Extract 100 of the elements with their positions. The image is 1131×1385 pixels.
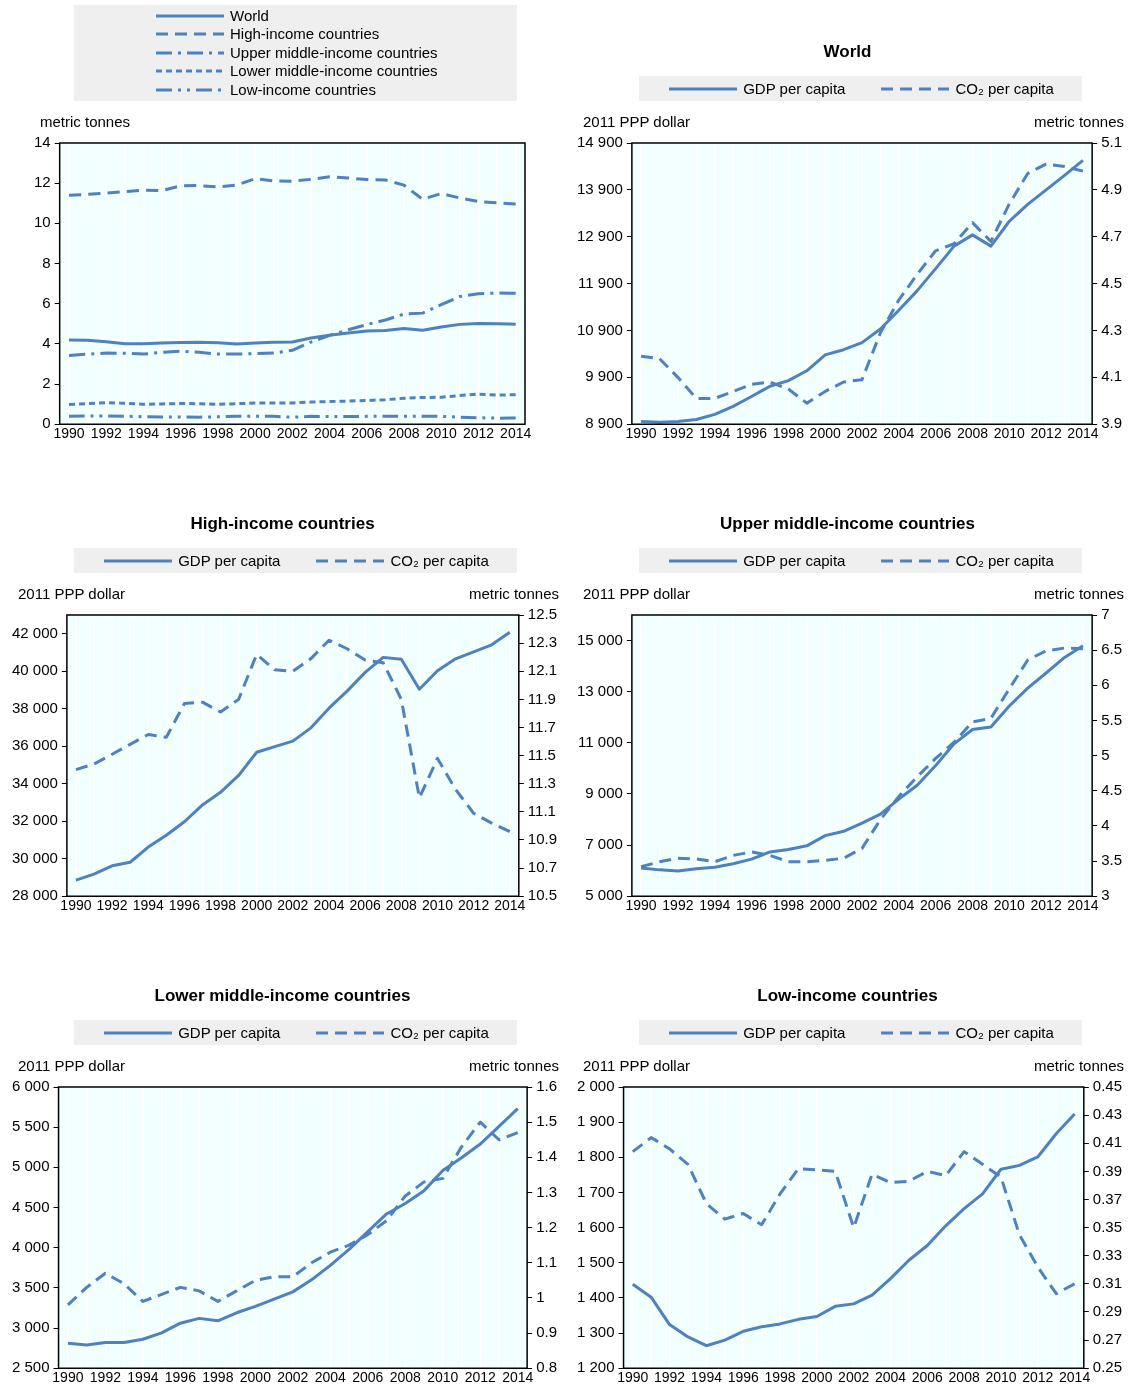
y-tick-label: 5 500 — [11, 1117, 50, 1135]
y2-tick-label: 11.1 — [527, 801, 556, 819]
y2-tick-label: 11.3 — [527, 773, 556, 791]
y-tick-label: 28 000 — [11, 886, 58, 904]
x-tick-label: 1990 — [60, 897, 92, 914]
y-tick-label: 3 500 — [11, 1278, 50, 1295]
legend-label: Upper middle-income countries — [230, 43, 438, 62]
legend-label: GDP per capita — [743, 1024, 846, 1041]
y2-tick-label: 3 — [1101, 886, 1110, 904]
y-tick-label: 11 000 — [578, 732, 623, 750]
y-tick-label: 12 900 — [576, 226, 623, 244]
y2-tick-label: 4.1 — [1101, 367, 1123, 385]
y-axis-title: 2011 PPP dollar — [18, 1057, 126, 1074]
y-tick-label: 1 600 — [576, 1217, 615, 1235]
chart-title: Low-income countries — [756, 986, 939, 1006]
x-tick-label: 2008 — [385, 897, 418, 914]
y2-tick-label: 6 — [1101, 675, 1110, 693]
chart-title: Upper middle-income countries — [718, 514, 976, 534]
y-tick-label: 1 900 — [576, 1112, 615, 1130]
y-tick-label: 9 900 — [585, 367, 623, 385]
x-tick-label: 1990 — [625, 897, 657, 914]
x-tick-label: 2014 — [1067, 425, 1099, 442]
y-tick-label: 12 — [34, 173, 51, 191]
y-tick-label: 5 000 — [11, 1157, 50, 1175]
legend-label: Lower middle-income countries — [230, 62, 438, 81]
x-tick-label: 2006 — [349, 897, 381, 914]
legend-label: CO₂ per capita — [955, 1024, 1054, 1041]
x-tick-label: 2004 — [883, 425, 915, 442]
y2-tick-label: 4 — [1101, 816, 1110, 834]
y-tick-label: 6 — [42, 293, 51, 311]
x-tick-label: 1992 — [653, 1369, 686, 1385]
line-series — [67, 291, 518, 358]
y-tick-label: 2 500 — [11, 1358, 50, 1376]
chart-title: World — [822, 42, 873, 62]
x-tick-label: 2014 — [502, 1369, 534, 1385]
y2-tick-label: 11.7 — [527, 717, 556, 735]
y-axis-title: 2011 PPP dollar — [583, 585, 691, 602]
legend-label: GDP per capita — [178, 1024, 281, 1041]
x-tick-label: 2010 — [425, 425, 458, 442]
y-axis-title: 2011 PPP dollar — [18, 585, 126, 602]
x-tick-label: 2000 — [801, 1369, 833, 1385]
y2-tick-label: 1.2 — [536, 1217, 558, 1235]
y2-axis-title: metric tonnes — [468, 1057, 559, 1074]
x-tick-label: 2010 — [993, 897, 1026, 914]
legend-label: GDP per capita — [743, 80, 846, 97]
y2-tick-label: 0.35 — [1092, 1217, 1123, 1235]
x-tick-label: 1996 — [735, 897, 768, 914]
y2-tick-label: 11.5 — [527, 745, 556, 763]
x-tick-label: 1994 — [127, 1369, 159, 1385]
y2-axis-title: metric tonnes — [468, 585, 559, 602]
y-tick-label: 8 900 — [585, 414, 623, 432]
x-tick-label: 2002 — [277, 897, 309, 914]
y-tick-label: 32 000 — [11, 811, 58, 829]
x-tick-label: 2000 — [239, 425, 271, 442]
y-tick-label: 5 000 — [585, 886, 623, 904]
y2-axis-title: metric tonnes — [1033, 113, 1124, 130]
x-tick-label: 2010 — [427, 1369, 459, 1385]
y2-axis-title: metric tonnes — [1033, 1057, 1124, 1074]
y2-tick-label: 4.5 — [1101, 780, 1123, 798]
x-tick-label: 1990 — [52, 1369, 84, 1385]
y2-tick-label: 0.37 — [1092, 1189, 1123, 1207]
x-tick-label: 2014 — [494, 897, 526, 914]
x-tick-label: 2012 — [464, 1369, 497, 1385]
y-tick-label: 0 — [42, 414, 51, 432]
x-tick-label: 2000 — [241, 897, 273, 914]
y2-tick-label: 3.5 — [1101, 851, 1123, 869]
x-tick-label: 1994 — [699, 897, 731, 914]
y2-tick-label: 10.9 — [527, 830, 558, 848]
x-tick-label: 1994 — [127, 425, 160, 442]
x-tick-label: 1994 — [699, 425, 731, 442]
legend-label: CO₂ per capita — [955, 80, 1054, 97]
x-tick-label: 2004 — [874, 1369, 907, 1385]
x-tick-label: 2008 — [956, 425, 989, 442]
x-tick-label: 2012 — [1030, 425, 1062, 442]
y-tick-label: 30 000 — [11, 848, 58, 866]
y2-axis-title: metric tonnes — [1033, 585, 1124, 602]
x-tick-label: 1996 — [164, 1369, 197, 1385]
y2-tick-label: 7 — [1101, 605, 1110, 623]
x-tick-label: 2008 — [956, 897, 989, 914]
y2-tick-label: 12.1 — [527, 661, 558, 679]
x-tick-label: 1996 — [165, 425, 197, 442]
legend-label: GDP per capita — [178, 552, 281, 569]
y-tick-label: 10 — [34, 213, 51, 231]
y2-tick-label: 12.3 — [527, 633, 558, 651]
x-tick-label: 1996 — [727, 1369, 759, 1385]
x-tick-label: 2004 — [314, 1369, 347, 1385]
y-tick-label: 38 000 — [11, 698, 58, 716]
x-tick-label: 1996 — [735, 425, 768, 442]
x-tick-label: 2006 — [352, 1369, 384, 1385]
x-tick-label: 2004 — [313, 425, 346, 442]
x-tick-label: 2000 — [809, 425, 841, 442]
y2-tick-label: 1.6 — [536, 1077, 558, 1095]
y-tick-label: 1 300 — [576, 1323, 615, 1341]
y2-tick-label: 11.9 — [527, 689, 556, 707]
x-tick-label: 1998 — [772, 425, 805, 442]
y2-tick-label: 1 — [536, 1288, 545, 1306]
x-tick-label: 2010 — [421, 897, 454, 914]
x-tick-label: 2006 — [351, 425, 383, 442]
legend-label: High-income countries — [230, 25, 380, 44]
x-tick-label: 2000 — [809, 897, 841, 914]
